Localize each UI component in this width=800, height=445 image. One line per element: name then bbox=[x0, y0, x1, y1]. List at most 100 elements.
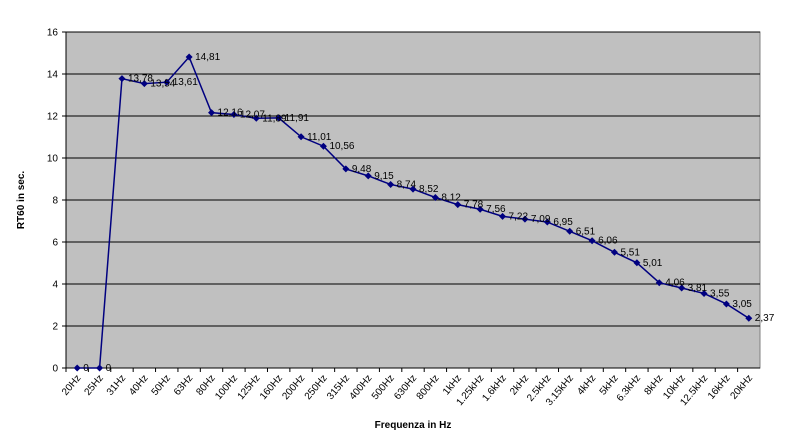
data-point bbox=[387, 180, 395, 188]
data-point bbox=[96, 364, 104, 372]
data-point bbox=[163, 78, 171, 86]
data-label: 11,89 bbox=[262, 113, 287, 124]
data-point bbox=[476, 205, 484, 213]
data-point bbox=[409, 185, 417, 193]
data-label: 9,15 bbox=[374, 171, 394, 182]
data-point bbox=[499, 212, 507, 220]
x-tick-label: 200Hz bbox=[280, 373, 307, 402]
x-tick-label: 500Hz bbox=[370, 373, 397, 402]
data-label: 12,07 bbox=[240, 110, 265, 121]
data-label: 12,16 bbox=[218, 108, 243, 119]
data-point bbox=[700, 289, 708, 297]
data-label: 4,06 bbox=[665, 278, 685, 289]
data-point bbox=[297, 133, 305, 141]
data-label: 7,09 bbox=[531, 214, 551, 225]
gridlines bbox=[66, 31, 760, 369]
data-label: 6,06 bbox=[598, 236, 618, 247]
x-tick-label: 315Hz bbox=[325, 373, 352, 402]
data-point bbox=[745, 314, 753, 322]
x-tick-label: 800Hz bbox=[415, 373, 442, 402]
data-label: 13,61 bbox=[173, 77, 198, 88]
y-tick-label: 2 bbox=[52, 322, 58, 333]
x-tick-label: 630Hz bbox=[392, 373, 419, 402]
data-label: 3,55 bbox=[710, 288, 730, 299]
data-label: 10,56 bbox=[329, 141, 354, 152]
x-tick-label: 6.3kHz bbox=[615, 373, 643, 404]
data-point bbox=[566, 227, 574, 235]
data-label: 14,81 bbox=[195, 52, 220, 63]
y-axis-ticks: 0 2 4 6 8 10 12 14 16 bbox=[47, 28, 67, 375]
data-point bbox=[208, 109, 216, 117]
data-point bbox=[252, 114, 260, 122]
data-point bbox=[140, 80, 148, 88]
x-tick-label: 400Hz bbox=[348, 373, 375, 402]
data-label: 11,01 bbox=[307, 132, 332, 143]
y-tick-label: 10 bbox=[47, 154, 59, 165]
data-label: 7,78 bbox=[464, 200, 484, 211]
data-label: 13,78 bbox=[128, 74, 153, 85]
data-point bbox=[73, 364, 81, 372]
y-tick-label: 4 bbox=[52, 280, 58, 291]
y-tick-label: 6 bbox=[52, 238, 58, 249]
data-label: 11,91 bbox=[285, 113, 310, 124]
data-point bbox=[185, 53, 193, 61]
x-tick-label: 40Hz bbox=[127, 373, 150, 398]
y-tick-label: 8 bbox=[52, 196, 58, 207]
x-tick-label: 50Hz bbox=[150, 373, 173, 398]
y-axis-title: RT60 in sec. bbox=[16, 171, 27, 230]
data-point bbox=[678, 284, 686, 292]
x-tick-label: 1.6kHz bbox=[480, 373, 508, 404]
data-point bbox=[342, 165, 350, 173]
data-labels: 0 013,7813,5413,6114,8112,1612,0711,8911,… bbox=[83, 52, 775, 374]
data-label: 13,54 bbox=[150, 79, 175, 90]
data-label: 5,01 bbox=[643, 258, 663, 269]
data-label: 7,56 bbox=[486, 204, 506, 215]
data-point bbox=[364, 172, 372, 180]
x-tick-label: 31Hz bbox=[105, 373, 128, 398]
data-label: 0 bbox=[106, 363, 112, 374]
data-label: 0 bbox=[83, 363, 89, 374]
x-axis-ticks: 20Hz25Hz31Hz40Hz50Hz63Hz80Hz100Hz125Hz16… bbox=[60, 368, 755, 408]
x-tick-label: 25Hz bbox=[82, 373, 105, 398]
data-points bbox=[73, 53, 753, 372]
data-point bbox=[543, 218, 551, 226]
data-point bbox=[275, 114, 283, 122]
data-point bbox=[588, 237, 596, 245]
x-tick-label: 100Hz bbox=[213, 373, 240, 402]
data-label: 3,81 bbox=[688, 283, 708, 294]
data-label: 9,48 bbox=[352, 164, 372, 175]
data-point bbox=[118, 75, 126, 83]
data-label: 5,51 bbox=[620, 247, 640, 258]
x-tick-label: 16kHz bbox=[706, 373, 733, 402]
data-label: 8,52 bbox=[419, 184, 439, 195]
data-label: 7,22 bbox=[509, 211, 529, 222]
y-tick-label: 16 bbox=[47, 28, 59, 39]
data-point bbox=[454, 201, 462, 209]
x-tick-label: 160Hz bbox=[258, 373, 285, 402]
data-point bbox=[230, 111, 238, 119]
y-tick-label: 12 bbox=[47, 112, 59, 123]
x-axis-title: Frequenza in Hz bbox=[375, 420, 452, 431]
data-point bbox=[319, 142, 327, 150]
data-point bbox=[722, 300, 730, 308]
data-point bbox=[655, 279, 663, 287]
x-tick-label: 250Hz bbox=[303, 373, 330, 402]
data-label: 6,95 bbox=[553, 217, 573, 228]
data-point bbox=[521, 215, 529, 223]
x-tick-label: 63Hz bbox=[172, 373, 195, 398]
x-tick-label: 20Hz bbox=[60, 373, 83, 398]
data-point bbox=[431, 193, 439, 201]
y-tick-label: 0 bbox=[52, 364, 58, 375]
x-tick-label: 20kHz bbox=[728, 373, 755, 402]
x-tick-label: 125Hz bbox=[236, 373, 263, 402]
data-label: 3,05 bbox=[732, 299, 752, 310]
data-point bbox=[633, 259, 641, 267]
x-tick-label: 4kHz bbox=[575, 373, 598, 398]
data-label: 8,74 bbox=[397, 179, 417, 190]
y-tick-label: 14 bbox=[47, 70, 59, 81]
data-label: 6,51 bbox=[576, 226, 596, 237]
data-label: 2,37 bbox=[755, 313, 775, 324]
data-label: 8,12 bbox=[441, 192, 461, 203]
data-point bbox=[610, 248, 618, 256]
